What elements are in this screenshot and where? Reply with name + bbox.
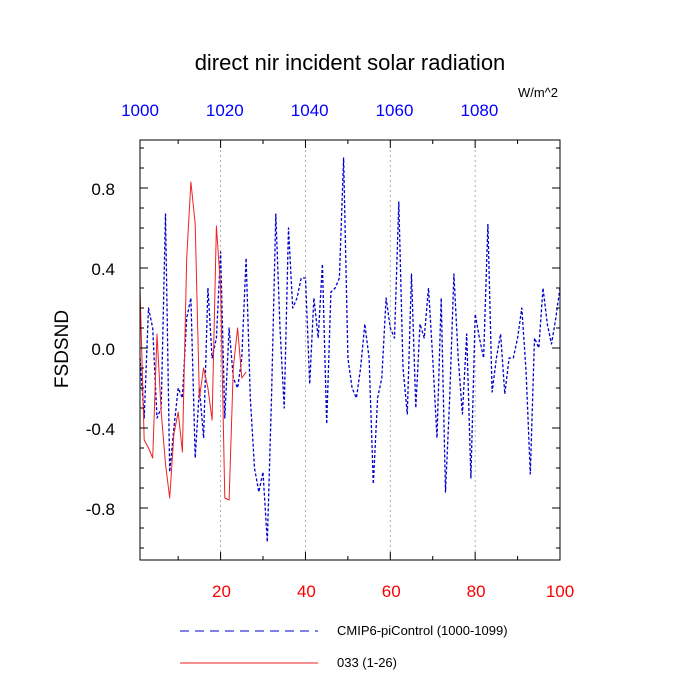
top-tick-label: 1080 bbox=[460, 101, 498, 120]
x-tick-label: 80 bbox=[467, 582, 486, 601]
y-tick-label: 0.8 bbox=[91, 180, 115, 199]
y-tick-label: -0.4 bbox=[86, 420, 115, 439]
tick-marks bbox=[140, 140, 560, 560]
x-axis-bottom: 20 40 60 80 100 bbox=[212, 582, 574, 601]
top-tick-label: 1000 bbox=[121, 101, 159, 120]
units-label: W/m^2 bbox=[518, 85, 558, 100]
x-tick-label: 60 bbox=[382, 582, 401, 601]
legend-label-033: 033 (1-26) bbox=[337, 655, 397, 670]
legend-label-cmip6: CMIP6-piControl (1000-1099) bbox=[337, 623, 508, 638]
y-tick-label: -0.8 bbox=[86, 500, 115, 519]
series-line-cmip6 bbox=[139, 157, 561, 543]
legend: CMIP6-piControl (1000-1099) 033 (1-26) bbox=[180, 623, 508, 670]
x-axis-top: 1000 1020 1040 1060 1080 bbox=[121, 101, 498, 120]
plot-frame bbox=[139, 139, 561, 561]
x-tick-label: 20 bbox=[212, 582, 231, 601]
chart-title: direct nir incident solar radiation bbox=[195, 50, 506, 75]
series-layer bbox=[139, 157, 561, 543]
y-tick-label: 0.0 bbox=[91, 340, 115, 359]
top-tick-label: 1040 bbox=[291, 101, 329, 120]
x-tick-label: 100 bbox=[546, 582, 574, 601]
grid-lines bbox=[220, 140, 476, 560]
y-axis: 0.8 0.4 0.0 -0.4 -0.8 bbox=[86, 180, 115, 519]
top-tick-label: 1020 bbox=[206, 101, 244, 120]
x-tick-label: 40 bbox=[297, 582, 316, 601]
top-tick-label: 1060 bbox=[376, 101, 414, 120]
y-axis-title: FSDSND bbox=[52, 310, 73, 388]
series-line-033 bbox=[139, 181, 247, 501]
y-tick-label: 0.4 bbox=[91, 260, 115, 279]
